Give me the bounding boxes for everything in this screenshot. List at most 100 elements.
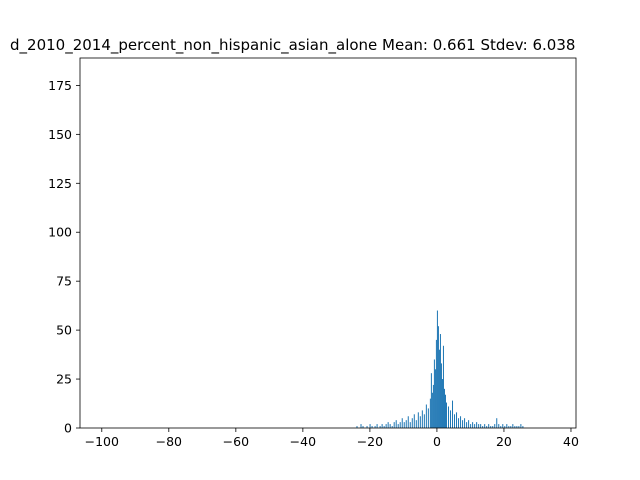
histogram-bar bbox=[403, 422, 405, 428]
y-tick-label: 50 bbox=[56, 323, 72, 338]
histogram-bar bbox=[432, 384, 434, 428]
histogram-bar bbox=[504, 426, 506, 428]
histogram-bar bbox=[385, 424, 387, 428]
histogram-bar bbox=[514, 426, 516, 428]
histogram-bar bbox=[468, 420, 470, 428]
histogram-bar bbox=[488, 424, 490, 428]
y-tick-label: 150 bbox=[48, 127, 72, 142]
histogram-bar bbox=[376, 424, 378, 428]
histogram-bar bbox=[356, 426, 358, 428]
histogram-bar bbox=[476, 422, 478, 428]
histogram-bar bbox=[464, 418, 466, 428]
histogram-bar bbox=[434, 369, 436, 428]
histogram-bar bbox=[480, 424, 482, 428]
histogram-bar bbox=[506, 424, 508, 428]
histogram-bar bbox=[440, 363, 442, 428]
histogram-bar bbox=[439, 334, 441, 428]
histogram-bar bbox=[430, 373, 432, 428]
histogram-bar bbox=[393, 422, 395, 428]
histogram-bar bbox=[435, 339, 437, 428]
y-tick-label: 175 bbox=[48, 78, 72, 93]
histogram-bar bbox=[419, 416, 421, 428]
histogram-bar bbox=[397, 424, 399, 428]
histogram-bar bbox=[508, 426, 510, 428]
histogram-bar bbox=[383, 426, 385, 428]
histogram-bar bbox=[482, 426, 484, 428]
histogram-bar bbox=[409, 422, 411, 428]
y-axis: 0 25 50 75 100 125 150 175 bbox=[48, 78, 80, 436]
histogram-bar bbox=[411, 418, 413, 428]
histogram-bar bbox=[445, 402, 447, 428]
chart-title: d_2010_2014_percent_non_hispanic_asian_a… bbox=[10, 36, 575, 55]
histogram-bar bbox=[425, 404, 427, 428]
histogram-bar bbox=[454, 414, 456, 428]
histogram-bar bbox=[470, 424, 472, 428]
histogram-bar bbox=[423, 414, 425, 428]
histogram-bar bbox=[371, 426, 373, 428]
histogram-bar bbox=[401, 418, 403, 428]
histogram-bar bbox=[360, 424, 362, 428]
x-tick-label: −60 bbox=[223, 434, 249, 449]
histogram-bar bbox=[362, 426, 364, 428]
x-tick-label: 0 bbox=[433, 434, 441, 449]
histogram-bar bbox=[494, 424, 496, 428]
histogram-bar bbox=[474, 424, 476, 428]
histogram-bar bbox=[407, 416, 409, 428]
histogram-bar bbox=[500, 426, 502, 428]
histogram-bar bbox=[444, 394, 446, 428]
histogram-bar bbox=[512, 424, 514, 428]
x-tick-label: −40 bbox=[290, 434, 316, 449]
y-tick-label: 125 bbox=[48, 176, 72, 191]
histogram-bar bbox=[369, 424, 371, 428]
histogram-bar bbox=[522, 426, 524, 428]
histogram-bar bbox=[427, 408, 429, 428]
histogram-bar bbox=[516, 426, 518, 428]
histogram-bar bbox=[399, 422, 401, 428]
y-tick-label: 0 bbox=[64, 421, 72, 436]
histogram-bar bbox=[395, 420, 397, 428]
x-axis: −100 −80 −60 −40 −20 0 20 40 bbox=[85, 428, 579, 449]
histogram-bar bbox=[441, 379, 443, 428]
plot-frame bbox=[79, 57, 577, 429]
histogram-bar bbox=[520, 424, 522, 428]
histogram-bar bbox=[366, 426, 368, 428]
histogram-bar bbox=[490, 426, 492, 428]
histogram-bars bbox=[356, 310, 524, 428]
y-tick-label: 100 bbox=[48, 225, 72, 240]
histogram-bar bbox=[436, 310, 438, 428]
histogram-bar bbox=[443, 388, 445, 428]
histogram-bar bbox=[498, 424, 500, 428]
histogram-bar bbox=[449, 410, 451, 428]
histogram-bar bbox=[502, 424, 504, 428]
histogram-bar bbox=[460, 416, 462, 428]
y-tick-label: 75 bbox=[56, 274, 72, 289]
histogram-bar bbox=[417, 412, 419, 428]
histogram-bar bbox=[379, 426, 381, 428]
histogram-bar bbox=[391, 426, 393, 428]
histogram-bar bbox=[413, 414, 415, 428]
y-tick-label: 25 bbox=[56, 372, 72, 387]
histogram-bar bbox=[421, 410, 423, 428]
histogram-bar bbox=[466, 422, 468, 428]
histogram-bar bbox=[510, 426, 512, 428]
histogram-bar bbox=[484, 424, 486, 428]
x-tick-label: −100 bbox=[85, 434, 119, 449]
histogram-bar bbox=[415, 420, 417, 428]
histogram-bar bbox=[433, 359, 435, 428]
x-tick-label: −80 bbox=[156, 434, 182, 449]
histogram-bar bbox=[492, 426, 494, 428]
histogram-bar bbox=[478, 424, 480, 428]
histogram-bar bbox=[496, 418, 498, 428]
histogram-bar bbox=[381, 424, 383, 428]
x-tick-label: 40 bbox=[563, 434, 579, 449]
histogram-bar bbox=[462, 420, 464, 428]
histogram-bar bbox=[458, 418, 460, 428]
histogram-bar bbox=[486, 426, 488, 428]
histogram-bar bbox=[429, 398, 431, 428]
histogram-bar bbox=[518, 426, 520, 428]
histogram-bar bbox=[387, 422, 389, 428]
histogram-bar bbox=[447, 406, 449, 428]
x-tick-label: −20 bbox=[357, 434, 383, 449]
histogram-bar bbox=[431, 392, 433, 428]
